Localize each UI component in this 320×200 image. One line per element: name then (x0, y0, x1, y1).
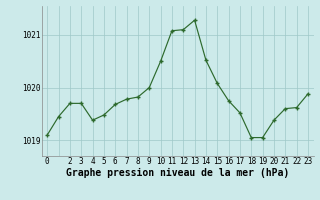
X-axis label: Graphe pression niveau de la mer (hPa): Graphe pression niveau de la mer (hPa) (66, 168, 289, 178)
